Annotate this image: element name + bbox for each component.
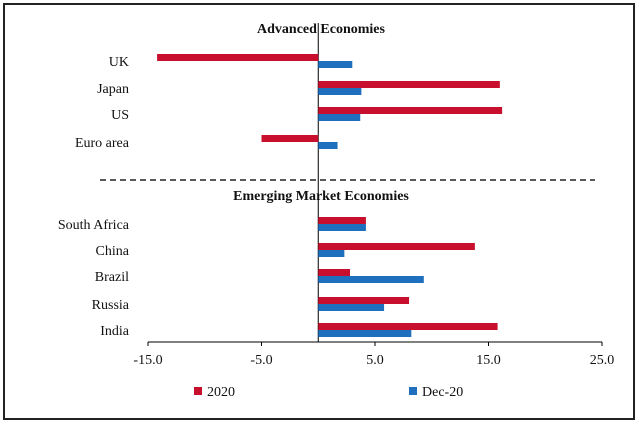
- bar-series-dec-20: [318, 61, 353, 68]
- category-label: India: [100, 324, 130, 339]
- bar-series-2020: [157, 54, 319, 61]
- x-tick-label: -15.0: [133, 353, 162, 368]
- category-label: Euro area: [75, 136, 130, 151]
- group-title: Emerging Market Economies: [233, 189, 409, 204]
- bar-series-dec-20: [318, 142, 338, 149]
- category-label: UK: [109, 55, 129, 70]
- bar-series-2020: [261, 135, 319, 142]
- bar-series-2020: [318, 243, 475, 250]
- legend-label: Dec-20: [422, 385, 463, 400]
- legend-swatch: [194, 387, 202, 395]
- bar-series-dec-20: [318, 114, 361, 121]
- bar-series-2020: [318, 297, 410, 304]
- group-title: Advanced Economies: [257, 22, 386, 37]
- bar-series-dec-20: [318, 276, 424, 283]
- bar-chart: Advanced Economies UK Japan US Euro area Emer…: [58, 22, 615, 400]
- category-label: US: [111, 108, 129, 123]
- bar-series-2020: [318, 323, 498, 330]
- x-tick-label: 5.0: [366, 353, 384, 368]
- category-label: South Africa: [58, 218, 130, 233]
- bar-series-2020: [318, 81, 500, 88]
- bar-series-dec-20: [318, 224, 366, 231]
- category-label: Brazil: [95, 270, 129, 285]
- category-label: Russia: [92, 298, 130, 313]
- chart-frame: Advanced Economies UK Japan US Euro area Emer…: [3, 3, 635, 420]
- bar-series-dec-20: [318, 330, 412, 337]
- x-tick-label: 15.0: [476, 353, 501, 368]
- bar-series-dec-20: [318, 304, 385, 311]
- bar-series-2020: [318, 269, 351, 276]
- legend-swatch: [409, 387, 417, 395]
- category-label: China: [96, 244, 130, 259]
- bar-series-dec-20: [318, 88, 362, 95]
- bar-series-dec-20: [318, 250, 345, 257]
- legend-label: 2020: [207, 385, 235, 400]
- category-label: Japan: [97, 82, 129, 97]
- x-tick-label: 25.0: [590, 353, 615, 368]
- x-tick-label: -5.0: [250, 353, 272, 368]
- bar-series-2020: [318, 107, 503, 114]
- bar-series-2020: [318, 217, 366, 224]
